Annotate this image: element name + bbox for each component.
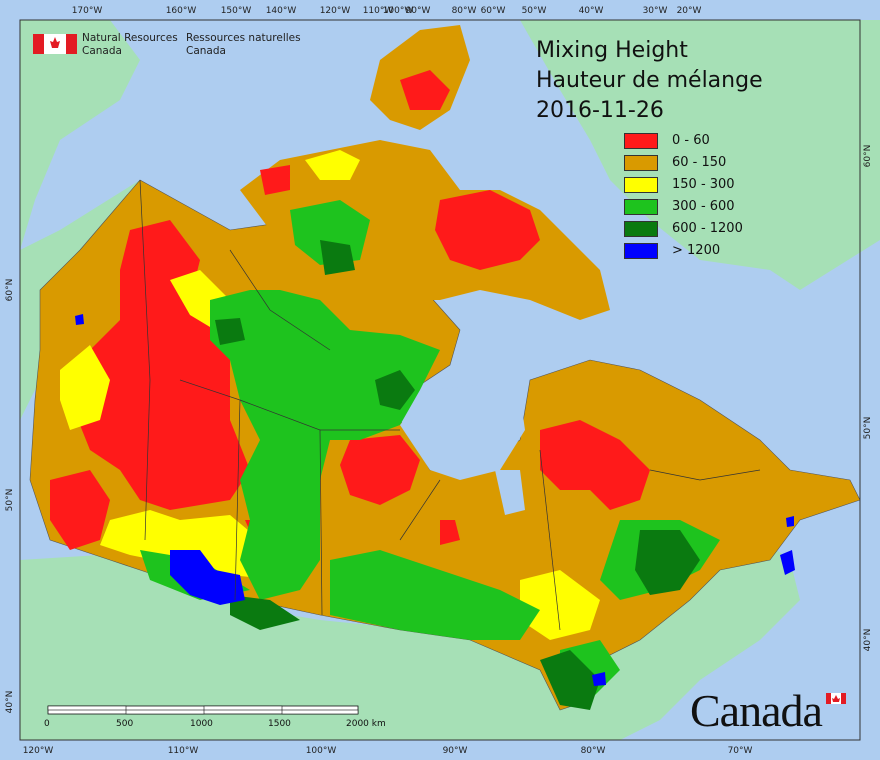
- top-longitude-label: 120°W: [320, 6, 351, 16]
- legend-label: 150 - 300: [672, 177, 735, 192]
- legend: 0 - 60 60 - 150 150 - 300 300 - 600 600 …: [624, 130, 774, 262]
- alaska-landmass: [20, 20, 140, 250]
- bottom-longitude-label: 70°W: [728, 746, 753, 756]
- title-en: Mixing Height: [536, 38, 688, 63]
- legend-label: 0 - 60: [672, 133, 710, 148]
- legend-swatch: [624, 199, 658, 215]
- legend-swatch: [624, 177, 658, 193]
- top-longitude-label: 60°W: [481, 6, 506, 16]
- bottom-longitude-label: 80°W: [581, 746, 606, 756]
- legend-item: > 1200: [624, 240, 774, 262]
- scale-label-0: 0: [44, 719, 50, 729]
- top-longitude-label: 30°W: [643, 6, 668, 16]
- top-longitude-label: 140°W: [266, 6, 297, 16]
- bottom-longitude-label: 120°W: [23, 746, 54, 756]
- top-longitude-label: 80°W: [452, 6, 477, 16]
- legend-item: 60 - 150: [624, 152, 774, 174]
- legend-item: 0 - 60: [624, 130, 774, 152]
- mh-band-over-1200: [75, 314, 795, 686]
- mh-band-600-1200: [215, 240, 700, 710]
- legend-label: > 1200: [672, 243, 721, 258]
- map-date: 2016-11-26: [536, 98, 664, 123]
- top-longitude-label: 110°W: [363, 6, 394, 16]
- canada-flag-icon: [826, 693, 846, 704]
- scale-label-2000: 2000 km: [346, 719, 386, 729]
- top-longitude-label: 90°W: [406, 6, 431, 16]
- left-latitude-label: 60°N: [5, 279, 15, 302]
- scale-bar: [47, 705, 359, 715]
- legend-swatch: [624, 133, 658, 149]
- scale-label-1500: 1500: [268, 719, 291, 729]
- top-longitude-label: 40°W: [579, 6, 604, 16]
- top-longitude-label: 50°W: [522, 6, 547, 16]
- legend-label: 60 - 150: [672, 155, 727, 170]
- bottom-longitude-label: 110°W: [168, 746, 199, 756]
- title-fr: Hauteur de mélange: [536, 68, 763, 93]
- hudson-bay: [400, 385, 525, 480]
- top-longitude-label: 170°W: [72, 6, 103, 16]
- agency-en-line2: Canada: [82, 45, 122, 57]
- legend-item: 600 - 1200: [624, 218, 774, 240]
- arctic-islands: [240, 140, 610, 320]
- legend-item: 150 - 300: [624, 174, 774, 196]
- scale-label-1000: 1000: [190, 719, 213, 729]
- canada-wordmark: Canada: [690, 685, 823, 736]
- top-longitude-label: 20°W: [677, 6, 702, 16]
- left-latitude-label: 50°N: [5, 489, 15, 512]
- mh-band-0-60: [50, 70, 650, 555]
- scale-label-500: 500: [116, 719, 134, 729]
- greenland-landmass: [520, 20, 880, 290]
- legend-swatch: [624, 221, 658, 237]
- map-neatline: [19, 19, 861, 741]
- legend-label: 300 - 600: [672, 199, 735, 214]
- right-latitude-label: 50°N: [863, 417, 873, 440]
- right-latitude-label: 40°N: [863, 629, 873, 652]
- provincial-borders: [139, 179, 761, 631]
- legend-swatch: [624, 243, 658, 259]
- nrcan-flag-icon: [33, 34, 77, 54]
- top-longitude-label: 100°W: [383, 6, 414, 16]
- legend-item: 300 - 600: [624, 196, 774, 218]
- top-longitude-label: 160°W: [166, 6, 197, 16]
- top-longitude-label: 150°W: [221, 6, 252, 16]
- bottom-longitude-label: 100°W: [306, 746, 337, 756]
- left-latitude-label: 40°N: [5, 691, 15, 714]
- agency-fr-line2: Canada: [186, 45, 226, 57]
- agency-fr-line1: Ressources naturelles: [186, 32, 301, 44]
- bottom-longitude-label: 90°W: [443, 746, 468, 756]
- legend-label: 600 - 1200: [672, 221, 743, 236]
- right-latitude-label: 60°N: [863, 145, 873, 168]
- agency-en-line1: Natural Resources: [82, 32, 178, 44]
- james-bay: [495, 470, 525, 515]
- legend-swatch: [624, 155, 658, 171]
